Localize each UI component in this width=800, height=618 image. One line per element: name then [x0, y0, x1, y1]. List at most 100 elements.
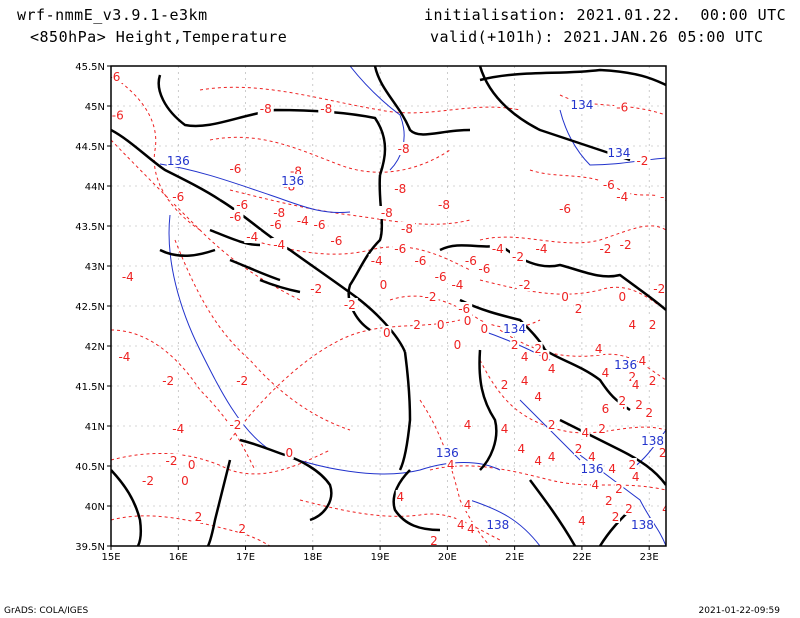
- temperature-label: 0: [380, 278, 388, 292]
- temperature-label: -2: [519, 278, 531, 292]
- temperature-label-bg: [634, 154, 651, 167]
- temperature-label-bg: [116, 350, 133, 363]
- temperature-label-bg: [456, 518, 466, 531]
- temperature-label: 4: [602, 366, 610, 380]
- temperature-label: -4: [122, 270, 134, 284]
- temperature-label-bg: [392, 242, 409, 255]
- height-label: 138: [631, 518, 654, 532]
- temperature-label: 0: [618, 290, 626, 304]
- temperature-label-bg: [119, 270, 136, 283]
- temperature-label: -4: [616, 190, 628, 204]
- height-label: 136: [167, 154, 190, 168]
- temperature-label-bg: [611, 510, 621, 523]
- temperature-label-bg: [463, 418, 473, 431]
- temperature-label-bg: [378, 278, 388, 291]
- temperature-label-bg: [429, 534, 439, 546]
- lon-tick-label: 22E: [572, 552, 591, 563]
- temperature-label: 4: [457, 518, 465, 532]
- lon-tick-label: 21E: [505, 552, 524, 563]
- temperature-label-bg: [604, 494, 614, 507]
- temperature-label-bg: [648, 318, 658, 331]
- temperature-label: -8: [394, 182, 406, 196]
- init-time: initialisation: 2021.01.22. 00:00 UTC: [424, 6, 787, 24]
- temperature-label: -8: [273, 206, 285, 220]
- temperature-label: 2: [649, 318, 657, 332]
- temperature-label-bg: [590, 478, 600, 491]
- temperature-label: 2: [575, 302, 583, 316]
- temperature-label-bg: [637, 354, 647, 367]
- temperature-label-bg: [193, 510, 203, 523]
- temperature-label-bg: [234, 198, 251, 211]
- temperature-label-bg: [658, 190, 666, 203]
- height-label-bg: [486, 518, 510, 531]
- temperature-label-bg: [392, 182, 409, 195]
- temperature-label-bg: [378, 206, 395, 219]
- height-label-bg: [166, 154, 190, 167]
- height-label: 138: [486, 518, 509, 532]
- temperature-label-bg: [476, 262, 493, 275]
- temperature-label-bg: [395, 490, 405, 503]
- temperature-label: -6: [394, 242, 406, 256]
- temperature-label: -2: [425, 290, 437, 304]
- temperature-label-bg: [547, 362, 557, 375]
- temperature-label-bg: [227, 162, 244, 175]
- temperature-label: -6: [330, 234, 342, 248]
- temperature-label-bg: [648, 374, 658, 387]
- field-title: <850hPa> Height,Temperature: [30, 28, 288, 46]
- temperature-label-bg: [533, 454, 543, 467]
- temperature-label: 2: [238, 522, 246, 536]
- lat-tick-label: 42N: [85, 342, 105, 353]
- axis-ticks: 15E 16E 17E 18E 19E 20E 21E 22E 23E 45.5N 45N 44.5N…: [75, 62, 658, 563]
- temperature-label-bg: [631, 378, 641, 391]
- temperature-label-bg: [600, 178, 617, 191]
- temperature-label: 2: [195, 510, 203, 524]
- height-label-bg: [570, 98, 594, 111]
- temperature-label: 4: [581, 426, 589, 440]
- temperature-label-bg: [271, 206, 288, 219]
- temperature-label-bg: [547, 418, 557, 431]
- temperature-label: -4: [246, 230, 258, 244]
- temperature-label-bg: [520, 374, 530, 387]
- temperature-label: 4: [501, 422, 509, 436]
- temperature-label: 2: [575, 442, 583, 456]
- temperature-label: -6: [112, 108, 124, 122]
- temperature-label-bg: [466, 522, 476, 535]
- temperature-label: 2: [629, 370, 637, 384]
- temperature-label: 4: [548, 450, 556, 464]
- temperature-label-bg: [395, 142, 412, 155]
- temperature-label: 0: [437, 318, 445, 332]
- temperature-label-bg: [436, 318, 446, 331]
- temperature-label-bg: [227, 418, 244, 431]
- temperature-label: 2: [511, 338, 519, 352]
- temperature-label-bg: [308, 282, 325, 295]
- temperature-label-bg: [594, 342, 604, 355]
- temperature-label-bg: [399, 222, 415, 235]
- temperature-label: -2: [620, 238, 632, 252]
- lon-tick-label: 23E: [640, 552, 659, 563]
- temperature-label-bg: [294, 214, 311, 227]
- temperature-label: 4: [608, 462, 616, 476]
- temperature-label-bg: [587, 450, 597, 463]
- temperature-label-bg: [627, 318, 637, 331]
- temperature-label-bg: [237, 522, 247, 535]
- temperature-label-bg: [449, 278, 466, 291]
- lon-tick-label: 20E: [438, 552, 457, 563]
- temperature-label: -8: [290, 164, 302, 178]
- height-label-bg: [614, 358, 638, 371]
- temperature-label: 0: [188, 458, 196, 472]
- temperature-label-bg: [500, 422, 510, 435]
- temperature-label: 4: [632, 378, 640, 392]
- temperature-label-bg: [500, 378, 510, 391]
- valid-time: valid(+101h): 2021.JAN.26 05:00 UTC: [430, 28, 764, 46]
- temperature-label-bg: [607, 462, 617, 475]
- temperature-label: -6: [229, 210, 241, 224]
- temperature-label: -8: [401, 222, 413, 236]
- height-label: 134: [503, 322, 526, 336]
- temperature-label-bg: [412, 254, 429, 267]
- temperature-label: -4: [536, 242, 548, 256]
- temperature-label: 4: [447, 458, 455, 472]
- temperature-label: 0: [454, 338, 462, 352]
- lat-tick-label: 41.5N: [75, 382, 105, 393]
- temperature-label-bg: [267, 218, 284, 231]
- temperature-label: 0: [481, 322, 489, 336]
